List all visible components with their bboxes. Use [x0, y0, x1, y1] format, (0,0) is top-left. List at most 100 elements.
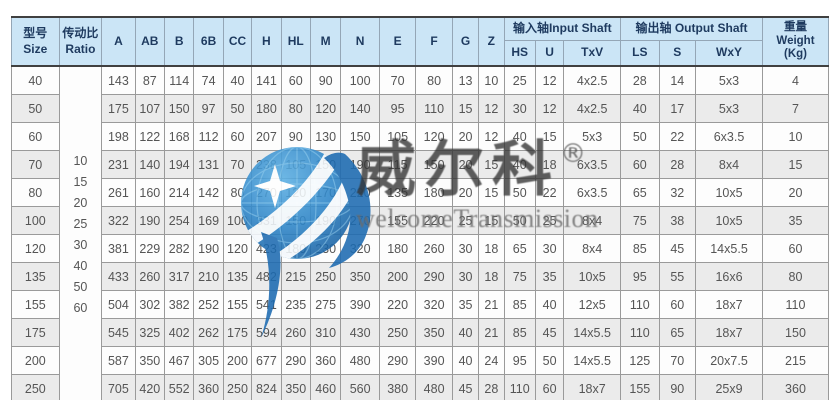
cell-g: 13	[451, 65, 480, 95]
cell-cc: 50	[222, 94, 253, 123]
cell-wxy: 25x9	[695, 374, 763, 400]
cell-hs: 40	[503, 150, 536, 179]
cell-g: 25	[451, 206, 480, 235]
cell-ls: 60	[620, 150, 660, 179]
cell-hs: 85	[503, 318, 536, 347]
col-header-ls: LS	[620, 40, 660, 67]
row-size: 250	[11, 374, 60, 400]
cell-b: 168	[164, 122, 195, 151]
cell-f: 260	[415, 234, 453, 263]
cell-weight: 7	[761, 94, 830, 123]
col-header-txv: TxV	[563, 40, 622, 67]
cell-u: 12	[534, 94, 565, 123]
col-header-h: H	[251, 16, 282, 67]
cell-z: 10	[478, 65, 505, 95]
cell-cc: 120	[222, 234, 253, 263]
col-header-u: U	[534, 40, 565, 67]
cell-cc: 100	[222, 206, 253, 235]
cell-b: 552	[164, 374, 195, 400]
cell-b: 382	[164, 290, 195, 319]
cell-hs: 85	[503, 290, 536, 319]
cell-6b: 190	[193, 234, 224, 263]
cell-cc: 175	[222, 318, 253, 347]
col-header-m: M	[309, 16, 342, 67]
cell-s: 32	[658, 178, 697, 207]
cell-cc: 200	[222, 346, 253, 375]
cell-u: 35	[534, 262, 565, 291]
cell-e: 380	[378, 374, 417, 400]
cell-cc: 40	[222, 65, 253, 95]
cell-ab: 87	[134, 65, 166, 95]
cell-hl: 120	[280, 178, 311, 207]
cell-h: 207	[251, 122, 282, 151]
cell-n: 560	[340, 374, 380, 400]
cell-e: 220	[378, 290, 417, 319]
cell-b: 282	[164, 234, 195, 263]
cell-6b: 131	[193, 150, 224, 179]
table-row: 155 504 302 382 252 155 541 235 275 390 220 320 35 21…	[11, 290, 830, 319]
cell-weight: 60	[761, 234, 830, 263]
cell-ls: 75	[620, 206, 660, 235]
cell-6b: 210	[193, 262, 224, 291]
cell-s: 28	[658, 150, 697, 179]
cell-hl: 350	[280, 374, 311, 400]
cell-e: 115	[378, 150, 417, 179]
cell-u: 60	[534, 374, 565, 400]
cell-ls: 155	[620, 374, 660, 400]
cell-g: 20	[451, 122, 480, 151]
cell-hs: 40	[503, 122, 536, 151]
cell-f: 180	[415, 178, 453, 207]
cell-a: 143	[101, 65, 136, 95]
cell-s: 17	[658, 94, 697, 123]
size-label-cn: 型号	[23, 25, 48, 40]
cell-h: 677	[251, 346, 282, 375]
cell-txv: 6x3.5	[563, 178, 622, 207]
cell-f: 350	[415, 318, 453, 347]
cell-m: 190	[309, 206, 342, 235]
cell-g: 20	[451, 150, 480, 179]
cell-g: 15	[451, 94, 480, 123]
cell-txv: 8x4	[563, 206, 622, 235]
ratio-value: 25	[73, 216, 88, 231]
cell-b: 150	[164, 94, 195, 123]
cell-e: 95	[378, 94, 417, 123]
cell-f: 120	[415, 122, 453, 151]
cell-s: 45	[658, 234, 697, 263]
cell-m: 130	[309, 122, 342, 151]
cell-h: 594	[251, 318, 282, 347]
cell-ls: 85	[620, 234, 660, 263]
cell-ab: 122	[134, 122, 166, 151]
cell-ab: 190	[134, 206, 166, 235]
cell-u: 45	[534, 318, 565, 347]
cell-u: 22	[534, 178, 565, 207]
cell-ab: 350	[134, 346, 166, 375]
table-row: 50 175 107 150 97 50 180 80 120 140 95 110 15 12 30 12 4…	[11, 94, 830, 123]
cell-m: 170	[309, 178, 342, 207]
cell-txv: 12x5	[563, 290, 622, 319]
table-row: 80 261 160 214 142 80 270 120 170 220 135 180 20 15 50…	[11, 178, 830, 207]
cell-wxy: 18x7	[695, 290, 763, 319]
cell-cc: 70	[222, 150, 253, 179]
cell-z: 28	[478, 374, 505, 400]
cell-e: 135	[378, 178, 417, 207]
col-group-output-shaft: 输出轴 Output Shaft	[620, 16, 763, 41]
cell-hl: 215	[280, 262, 311, 291]
cell-g: 30	[451, 262, 480, 291]
cell-cc: 60	[222, 122, 253, 151]
cell-txv: 6x3.5	[563, 150, 622, 179]
row-size: 40	[11, 65, 60, 95]
cell-g: 30	[451, 234, 480, 263]
cell-e: 155	[378, 206, 417, 235]
cell-ab: 325	[134, 318, 166, 347]
cell-hs: 75	[503, 262, 536, 291]
cell-m: 230	[309, 234, 342, 263]
cell-hs: 110	[503, 374, 536, 400]
cell-s: 70	[658, 346, 697, 375]
weight-unit-label: (Kg)	[783, 48, 807, 61]
cell-weight: 20	[761, 178, 830, 207]
cell-weight: 10	[761, 122, 830, 151]
cell-g: 35	[451, 290, 480, 319]
cell-m: 120	[309, 94, 342, 123]
cell-6b: 360	[193, 374, 224, 400]
row-size: 70	[11, 150, 60, 179]
